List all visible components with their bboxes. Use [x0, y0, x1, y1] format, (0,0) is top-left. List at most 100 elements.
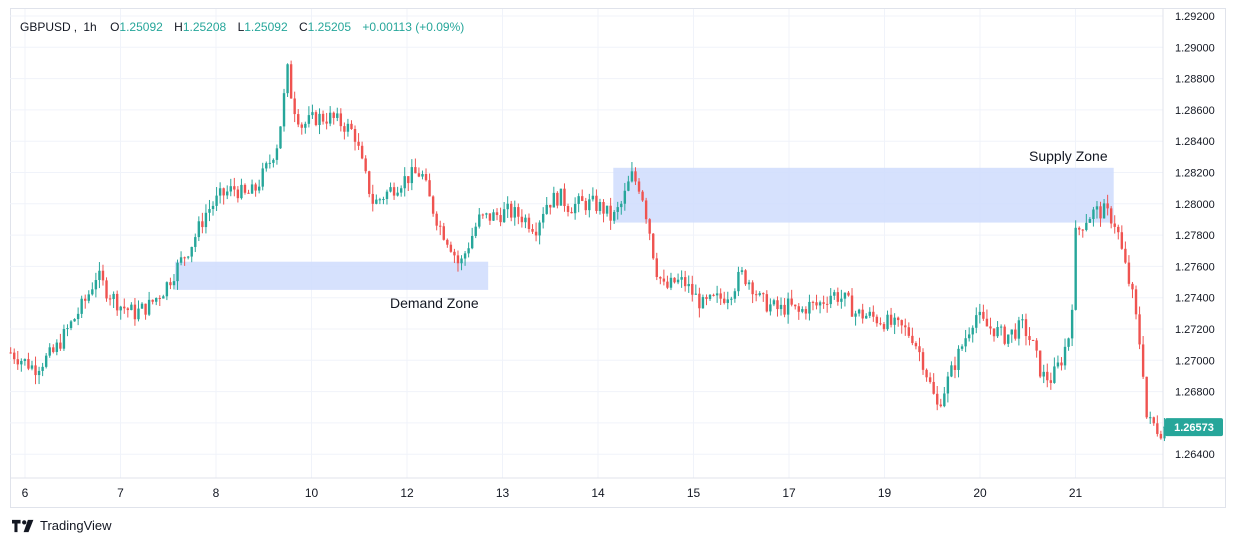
candle-down — [449, 244, 453, 252]
supply-zone-label: Supply Zone — [1029, 148, 1108, 164]
candle-down — [1046, 371, 1049, 381]
candle-down — [158, 297, 161, 299]
candle-down — [414, 167, 417, 174]
candle-up — [1092, 209, 1095, 220]
price-tick-label: 1.29000 — [1175, 42, 1215, 54]
candle-up — [857, 309, 861, 314]
time-tick-label: 10 — [305, 486, 319, 500]
candle-down — [783, 304, 786, 315]
candle-down — [879, 323, 882, 325]
candle-up — [1074, 227, 1077, 310]
candle-down — [495, 212, 499, 216]
axes: 1.29200 1.29000 1.28800 1.28600 1.28400 1.282… — [10, 9, 1226, 508]
candle-down — [1124, 248, 1127, 263]
candle-down — [353, 129, 357, 142]
candle-up — [577, 196, 580, 204]
candle-down — [1109, 208, 1113, 224]
legend-change: +0.00113 (+0.09%) — [362, 20, 465, 34]
time-tick-label: 6 — [22, 486, 29, 500]
price-tick-label: 1.28400 — [1175, 136, 1215, 148]
candle-up — [55, 342, 59, 352]
candle-down — [1099, 206, 1102, 219]
candle-up — [588, 199, 591, 211]
candle-down — [517, 207, 520, 217]
candle-up — [186, 256, 190, 258]
candle-down — [1134, 289, 1138, 315]
candle-down — [1156, 423, 1159, 434]
candle-up — [967, 334, 971, 339]
candle-up — [478, 214, 481, 227]
candle-up — [23, 359, 27, 361]
time-tick-label: 19 — [878, 486, 892, 500]
candle-up — [730, 298, 733, 300]
candle-up — [978, 311, 982, 316]
price-tick-label: 1.28000 — [1175, 199, 1215, 211]
candle-down — [992, 328, 996, 337]
chart-frame[interactable] — [10, 8, 1226, 508]
brand-name: TradingView — [40, 518, 112, 533]
tradingview-brand[interactable]: TradingView — [12, 518, 112, 533]
candle-down — [123, 306, 126, 309]
candle-up — [1070, 309, 1074, 339]
candle-up — [80, 298, 83, 314]
candle-down — [896, 317, 900, 321]
candle-down — [698, 293, 701, 309]
candle-up — [943, 393, 946, 407]
grid — [10, 9, 1163, 478]
candle-up — [76, 313, 80, 320]
candle-up — [215, 195, 218, 206]
candle-up — [218, 188, 222, 196]
candle-down — [392, 187, 396, 196]
candle-up — [687, 283, 690, 287]
candle-down — [16, 359, 19, 365]
candle-up — [66, 328, 69, 330]
candle-up — [165, 282, 169, 297]
candle-up — [304, 123, 307, 128]
candle-down — [822, 302, 825, 304]
candle-down — [659, 277, 662, 279]
candle-up — [996, 327, 999, 337]
candle-up — [463, 253, 467, 259]
candle-down — [1024, 319, 1028, 337]
candle-up — [573, 203, 577, 214]
candle-up — [733, 291, 737, 299]
candle-down — [918, 346, 921, 353]
candle-up — [460, 258, 463, 264]
legend-high-label: H — [174, 20, 183, 34]
legend-open-label: O — [110, 20, 120, 34]
candle-down — [1003, 326, 1006, 344]
candle-up — [396, 192, 399, 196]
candle-up — [726, 299, 729, 303]
candle-down — [1113, 223, 1116, 227]
candle-up — [999, 326, 1003, 328]
candle-down — [648, 219, 651, 234]
candle-up — [282, 93, 286, 127]
candle-down — [442, 226, 445, 240]
candle-up — [545, 204, 548, 214]
candle-up — [41, 366, 44, 371]
candle-up — [268, 162, 272, 164]
candle-down — [581, 196, 584, 201]
candle-up — [893, 317, 896, 325]
candle-down — [1120, 232, 1124, 249]
candle-down — [488, 213, 492, 221]
price-tick-label: 1.27400 — [1175, 293, 1215, 305]
candle-down — [989, 326, 992, 329]
candle-up — [250, 184, 254, 194]
candle-up — [98, 270, 101, 281]
candle-up — [1085, 222, 1088, 230]
candle-down — [300, 124, 303, 128]
candle-down — [371, 193, 374, 204]
legend-low-label: L — [237, 20, 245, 34]
price-tick-label: 1.26800 — [1175, 387, 1215, 399]
candle-down — [1117, 226, 1120, 233]
candle-down — [499, 215, 502, 223]
candle-up — [179, 257, 183, 263]
candle-down — [925, 369, 928, 378]
demand-zone-rect — [174, 261, 489, 290]
candle-up — [467, 248, 470, 254]
candle-up — [1017, 320, 1021, 339]
candle-up — [868, 311, 871, 316]
candle-up — [403, 176, 406, 189]
